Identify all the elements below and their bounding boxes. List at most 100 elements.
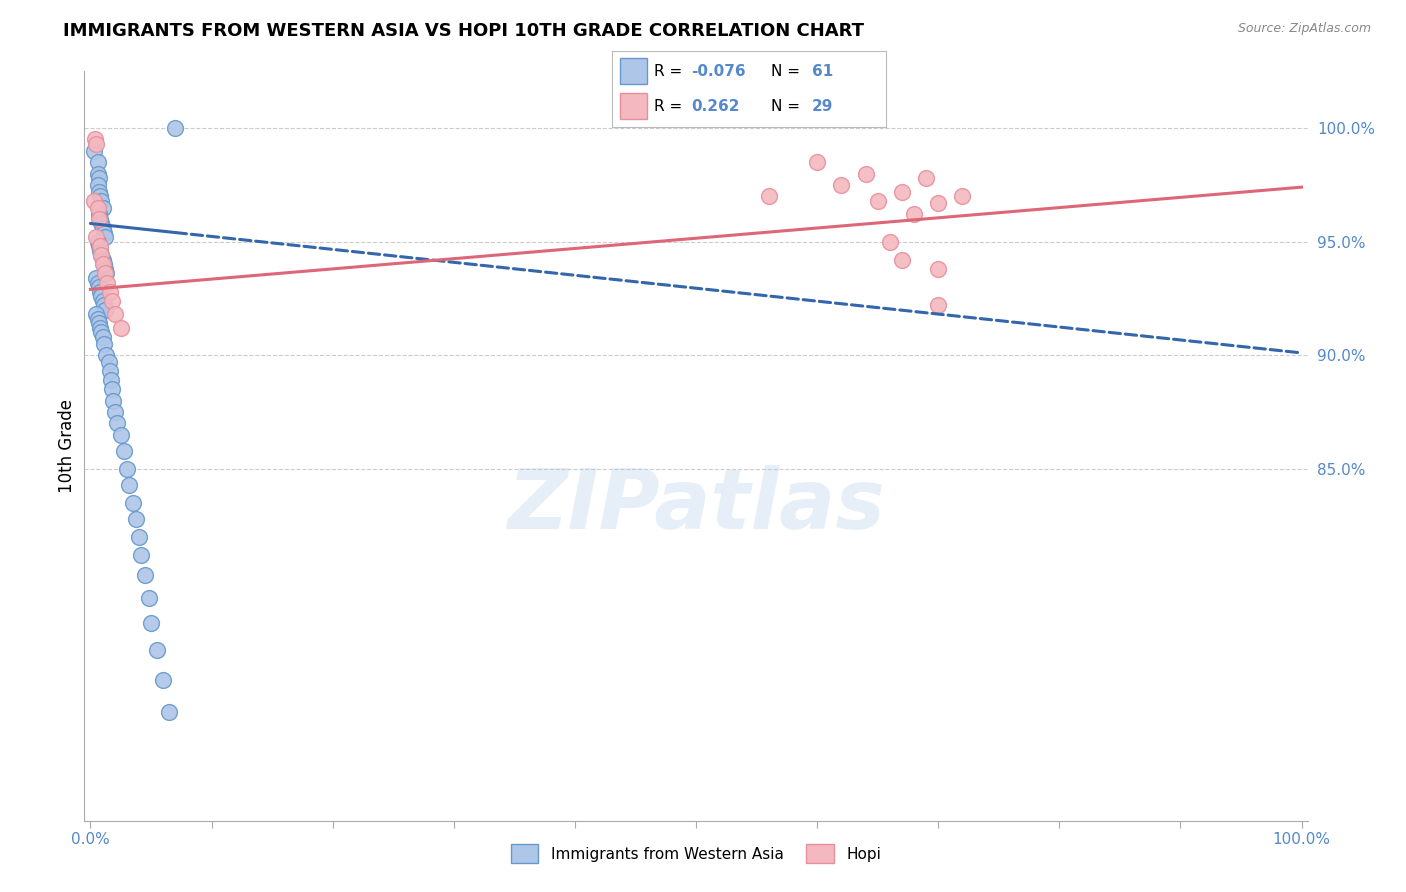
Point <box>104 307 127 321</box>
Point <box>94 302 117 317</box>
Point <box>87 211 110 226</box>
Y-axis label: 10th Grade: 10th Grade <box>58 399 76 493</box>
Point <box>91 221 114 235</box>
Text: N =: N = <box>770 99 804 113</box>
Point <box>101 382 124 396</box>
Point <box>134 568 156 582</box>
Point <box>110 321 132 335</box>
Text: IMMIGRANTS FROM WESTERN ASIA VS HOPI 10TH GRADE CORRELATION CHART: IMMIGRANTS FROM WESTERN ASIA VS HOPI 10T… <box>63 22 865 40</box>
Point <box>139 616 162 631</box>
Point <box>93 226 115 240</box>
Point <box>866 194 889 208</box>
Point <box>97 355 120 369</box>
Point <box>91 257 114 271</box>
Point <box>90 248 112 262</box>
Text: 29: 29 <box>811 99 834 113</box>
Point <box>101 293 124 308</box>
Point <box>100 373 122 387</box>
Point <box>112 443 135 458</box>
Point <box>103 393 125 408</box>
Point <box>87 185 110 199</box>
Point <box>129 548 152 562</box>
Point <box>152 673 174 687</box>
Point <box>91 293 114 308</box>
Point <box>87 239 110 253</box>
Point <box>927 261 949 276</box>
Point <box>86 230 108 244</box>
Text: -0.076: -0.076 <box>692 64 745 78</box>
Point <box>86 235 108 249</box>
Bar <box>620 59 647 84</box>
Point <box>86 311 108 326</box>
Point <box>806 155 828 169</box>
Point <box>86 201 108 215</box>
Text: R =: R = <box>654 99 688 113</box>
Bar <box>620 94 647 119</box>
Point <box>90 326 112 340</box>
Point <box>165 121 187 136</box>
Point <box>927 298 949 312</box>
Point <box>86 276 108 290</box>
Point <box>104 405 127 419</box>
Point <box>94 261 117 276</box>
Point <box>952 189 974 203</box>
Point <box>146 643 169 657</box>
Text: 0.262: 0.262 <box>692 99 740 113</box>
Point <box>890 252 912 267</box>
Point <box>915 171 938 186</box>
Point <box>96 267 118 281</box>
Text: N =: N = <box>770 64 804 78</box>
Point <box>927 196 949 211</box>
Point <box>86 167 108 181</box>
Text: Source: ZipAtlas.com: Source: ZipAtlas.com <box>1237 22 1371 36</box>
Point <box>86 178 108 192</box>
Point <box>879 235 901 249</box>
Point <box>89 244 111 258</box>
Point <box>89 321 111 335</box>
Point <box>89 285 111 299</box>
Legend: Immigrants from Western Asia, Hopi: Immigrants from Western Asia, Hopi <box>505 838 887 869</box>
Point <box>115 461 138 475</box>
Point <box>86 155 108 169</box>
Point <box>91 330 114 344</box>
Point <box>90 194 112 208</box>
Point <box>903 207 925 221</box>
Point <box>90 217 112 231</box>
Point <box>93 257 115 271</box>
Point <box>86 307 108 321</box>
Point <box>98 364 121 378</box>
Text: ZIPatlas: ZIPatlas <box>508 466 884 547</box>
Point <box>91 201 114 215</box>
Point <box>105 417 128 431</box>
Point <box>90 289 112 303</box>
Point <box>125 511 148 525</box>
Point <box>890 185 912 199</box>
Point <box>87 171 110 186</box>
Point <box>87 280 110 294</box>
Text: R =: R = <box>654 64 688 78</box>
Point <box>86 136 108 151</box>
Point <box>96 276 118 290</box>
Point <box>758 189 780 203</box>
Point <box>138 591 160 606</box>
Point <box>87 207 110 221</box>
Point <box>93 336 115 351</box>
Point <box>830 178 852 192</box>
Point <box>83 194 105 208</box>
Point <box>94 230 117 244</box>
Point <box>128 530 150 544</box>
Point <box>121 496 143 510</box>
Point <box>89 211 111 226</box>
Point <box>87 317 110 331</box>
Point <box>89 189 111 203</box>
Point <box>94 267 117 281</box>
Point <box>91 252 114 267</box>
Text: 61: 61 <box>811 64 832 78</box>
Point <box>118 477 141 491</box>
Point <box>90 248 112 262</box>
Point <box>855 167 877 181</box>
Point <box>110 427 132 442</box>
Point <box>93 298 115 312</box>
Point <box>86 271 108 285</box>
Point <box>157 705 180 719</box>
